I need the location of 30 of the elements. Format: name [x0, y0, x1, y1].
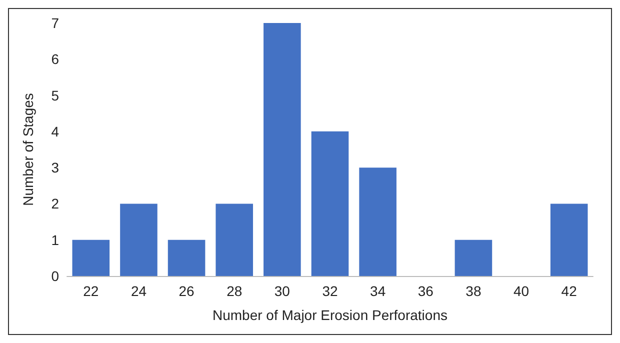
y-tick-label: 4: [51, 123, 60, 140]
y-tick-label: 6: [51, 51, 60, 68]
x-tick-label: 36: [418, 283, 434, 299]
x-tick-label: 28: [226, 283, 242, 299]
y-tick-label: 5: [51, 87, 60, 104]
x-tick-label: 38: [466, 283, 482, 299]
y-tick-label: 1: [51, 232, 60, 248]
x-axis-title: Number of Major Erosion Perforations: [212, 307, 448, 323]
bar: [359, 168, 396, 276]
x-tick-label: 30: [274, 283, 290, 299]
bar: [168, 240, 206, 276]
x-tick-label: 40: [513, 283, 530, 299]
y-tick-label: 0: [51, 268, 60, 284]
bar: [454, 240, 492, 276]
y-tick-label: 7: [51, 15, 60, 31]
bar: [550, 204, 588, 276]
y-tick-label: 3: [51, 160, 60, 176]
bar: [216, 204, 254, 276]
x-tick-label: 26: [178, 283, 195, 299]
bar: [311, 131, 349, 276]
x-tick-label: 34: [370, 283, 386, 299]
x-tick-label: 24: [130, 283, 147, 299]
bar: [72, 240, 110, 276]
bar: [264, 23, 301, 276]
x-tick-label: 42: [561, 283, 578, 299]
y-tick-label: 2: [51, 196, 60, 212]
x-tick-label: 22: [83, 283, 99, 299]
y-axis-title: Number of Stages: [20, 93, 36, 206]
x-tick-label: 32: [322, 283, 338, 299]
bar: [120, 204, 158, 276]
